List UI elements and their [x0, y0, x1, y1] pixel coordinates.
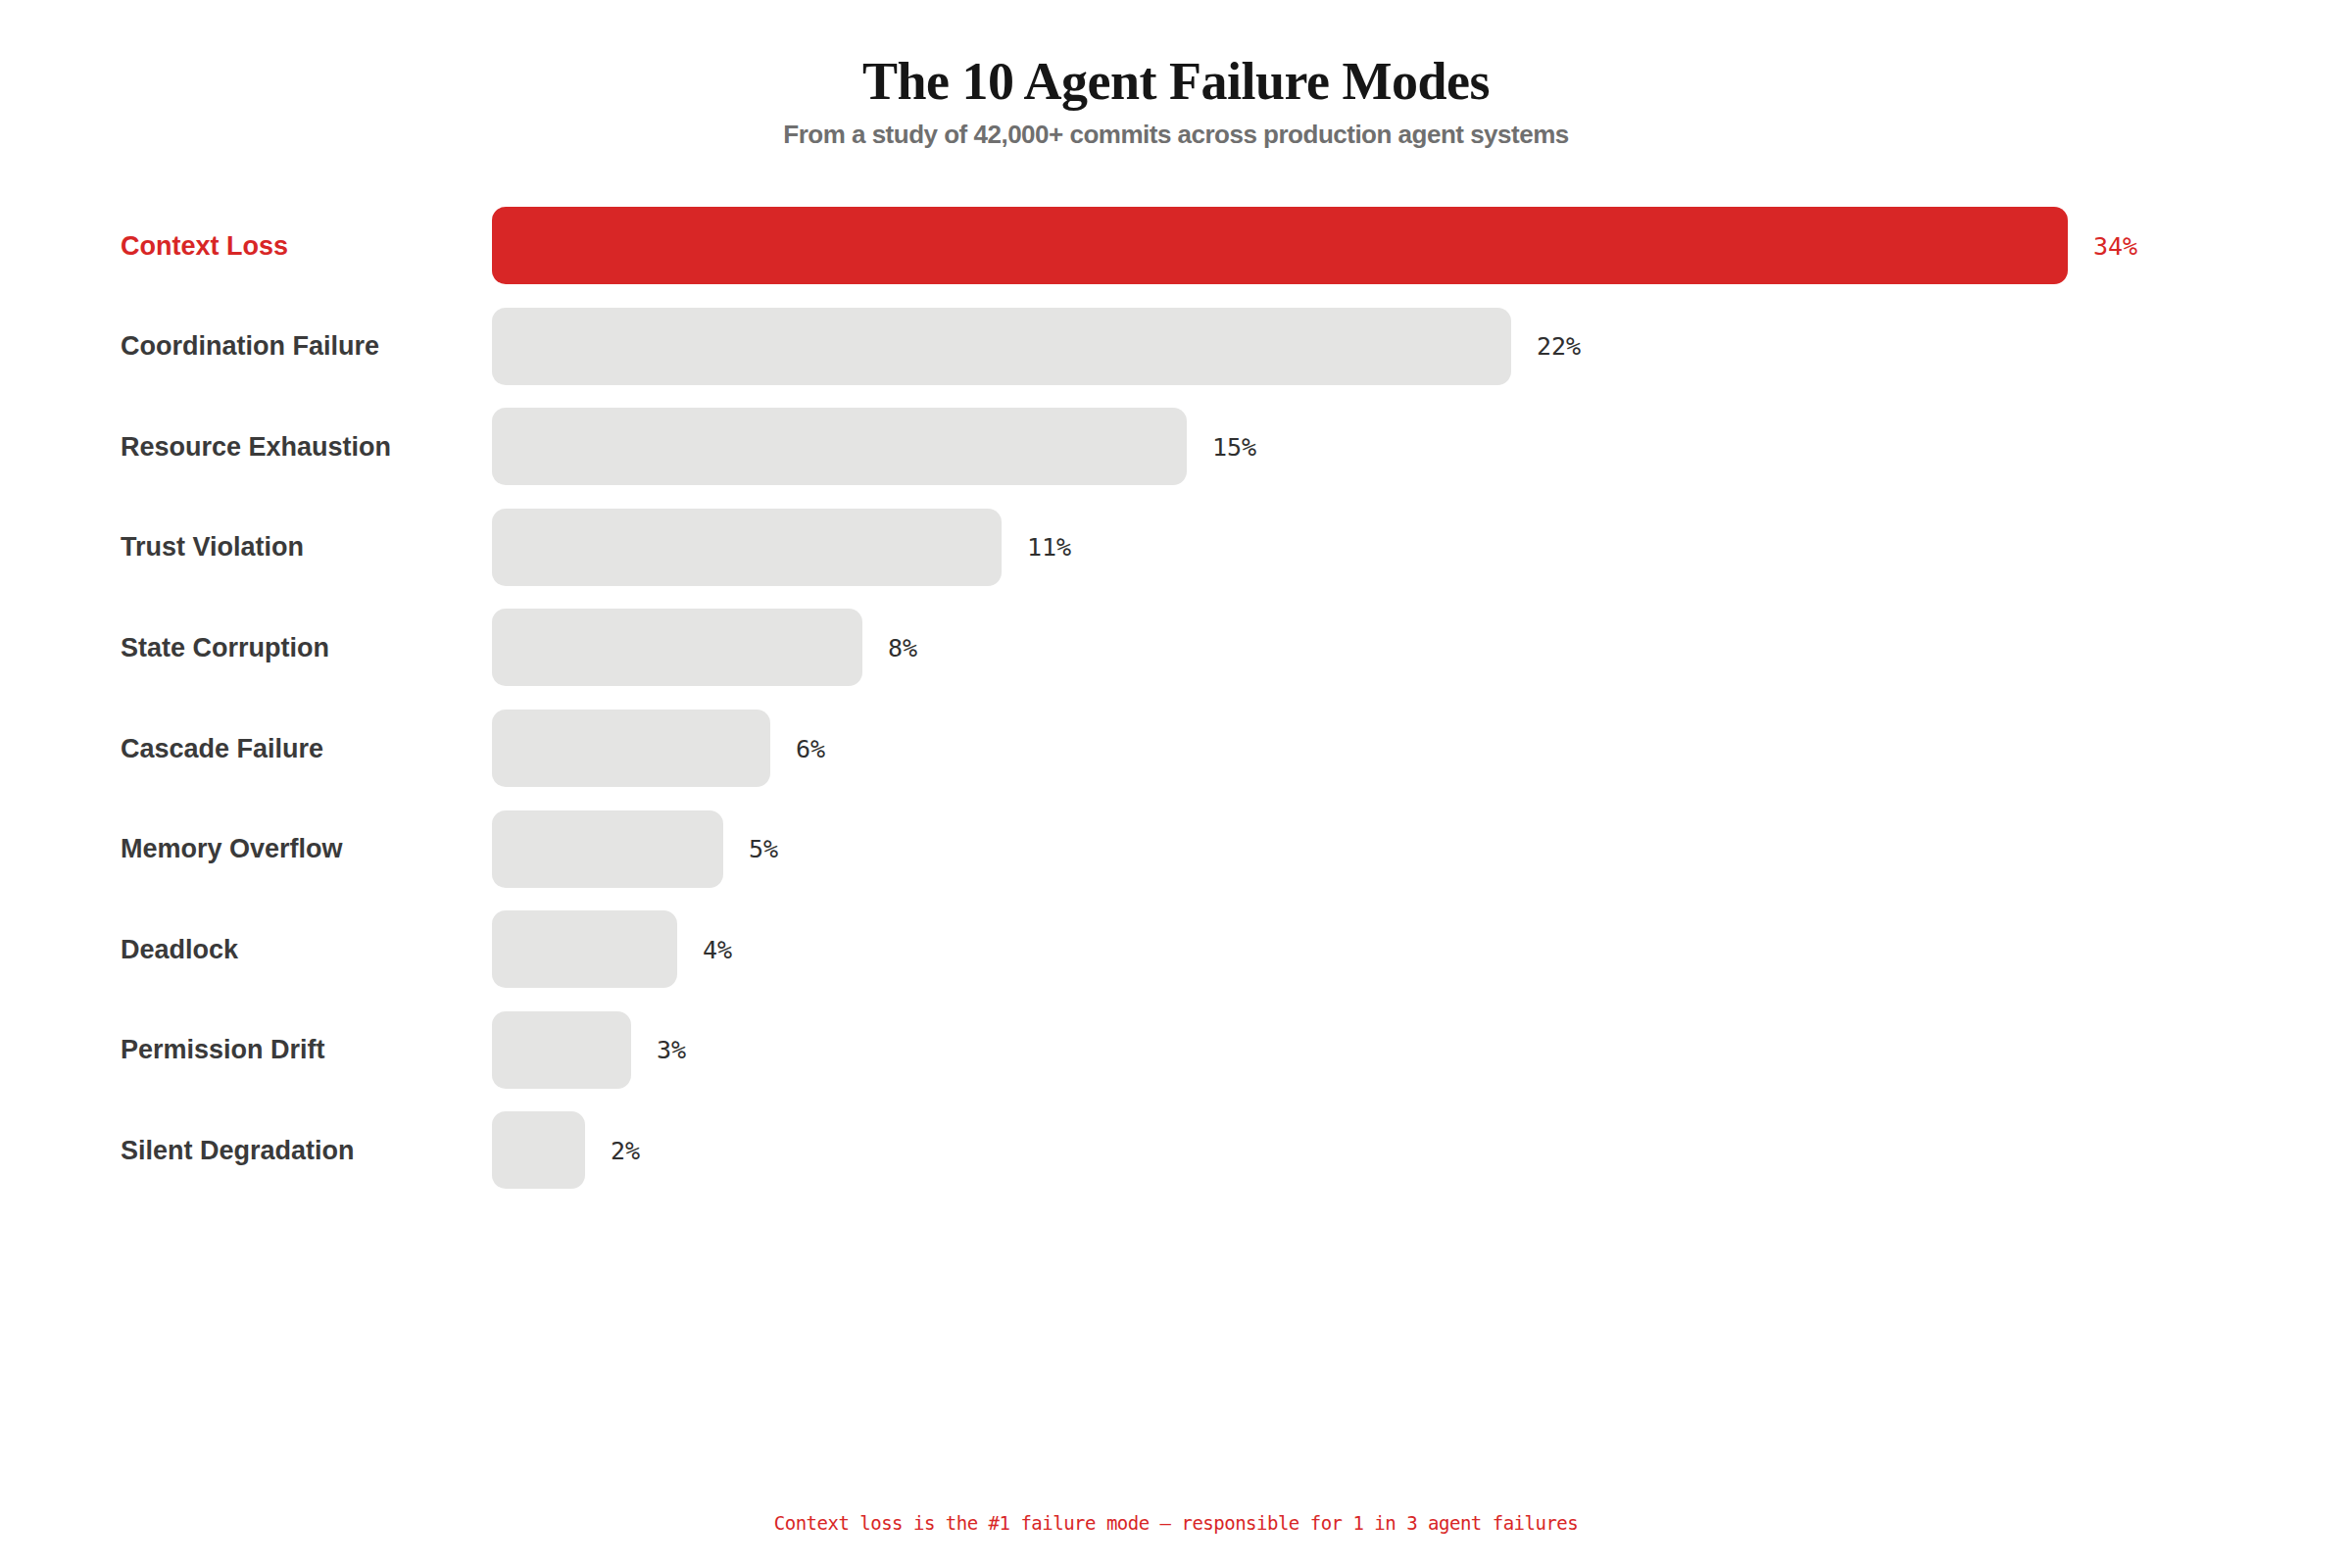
chart-row: Cascade Failure 6%: [0, 710, 2352, 787]
bar: [492, 1011, 631, 1089]
chart-row: State Corruption 8%: [0, 609, 2352, 686]
chart-row: Coordination Failure 22%: [0, 308, 2352, 385]
chart-row: Trust Violation 11%: [0, 509, 2352, 586]
category-label: Resource Exhaustion: [121, 431, 391, 462]
bar-track: [492, 609, 2068, 686]
category-label: Deadlock: [121, 934, 238, 964]
value-label: 8%: [888, 633, 917, 662]
value-label: 11%: [1027, 533, 1071, 562]
category-label: State Corruption: [121, 632, 329, 662]
bar-track: [492, 308, 2068, 385]
value-label: 22%: [1537, 332, 1581, 361]
bar-track: [492, 207, 2068, 284]
bar-track: [492, 408, 2068, 485]
bar: [492, 609, 862, 686]
category-label: Coordination Failure: [121, 331, 379, 362]
category-label: Silent Degradation: [121, 1135, 355, 1165]
category-label: Trust Violation: [121, 532, 304, 563]
category-label: Permission Drift: [121, 1035, 325, 1065]
chart-row: Deadlock 4%: [0, 910, 2352, 988]
chart-row: Resource Exhaustion 15%: [0, 408, 2352, 485]
footer-caption: Context loss is the #1 failure mode — re…: [0, 1512, 2352, 1534]
category-label: Cascade Failure: [121, 733, 323, 763]
value-label: 15%: [1212, 432, 1256, 461]
bar: [492, 710, 770, 787]
bar: [492, 810, 723, 888]
bar: [492, 1111, 585, 1189]
bar: [492, 910, 677, 988]
bar-track: [492, 509, 2068, 586]
value-label: 4%: [703, 935, 732, 963]
chart-row: Silent Degradation 2%: [0, 1111, 2352, 1189]
value-label: 6%: [796, 734, 825, 762]
category-label: Context Loss: [121, 230, 288, 261]
bar: [492, 308, 1511, 385]
chart-row: Permission Drift 3%: [0, 1011, 2352, 1089]
bar: [492, 509, 1002, 586]
value-label: 34%: [2093, 231, 2137, 260]
value-label: 5%: [749, 835, 778, 863]
value-label: 2%: [611, 1136, 640, 1164]
bar: [492, 207, 2068, 284]
chart-row: Memory Overflow 5%: [0, 810, 2352, 888]
bar: [492, 408, 1187, 485]
bar-chart: Context Loss 34% Coordination Failure 22…: [0, 0, 2352, 1568]
bar-track: [492, 810, 2068, 888]
bar-track: [492, 710, 2068, 787]
category-label: Memory Overflow: [121, 834, 343, 864]
bar-track: [492, 1111, 2068, 1189]
bar-track: [492, 1011, 2068, 1089]
value-label: 3%: [657, 1036, 686, 1064]
chart-row: Context Loss 34%: [0, 207, 2352, 284]
